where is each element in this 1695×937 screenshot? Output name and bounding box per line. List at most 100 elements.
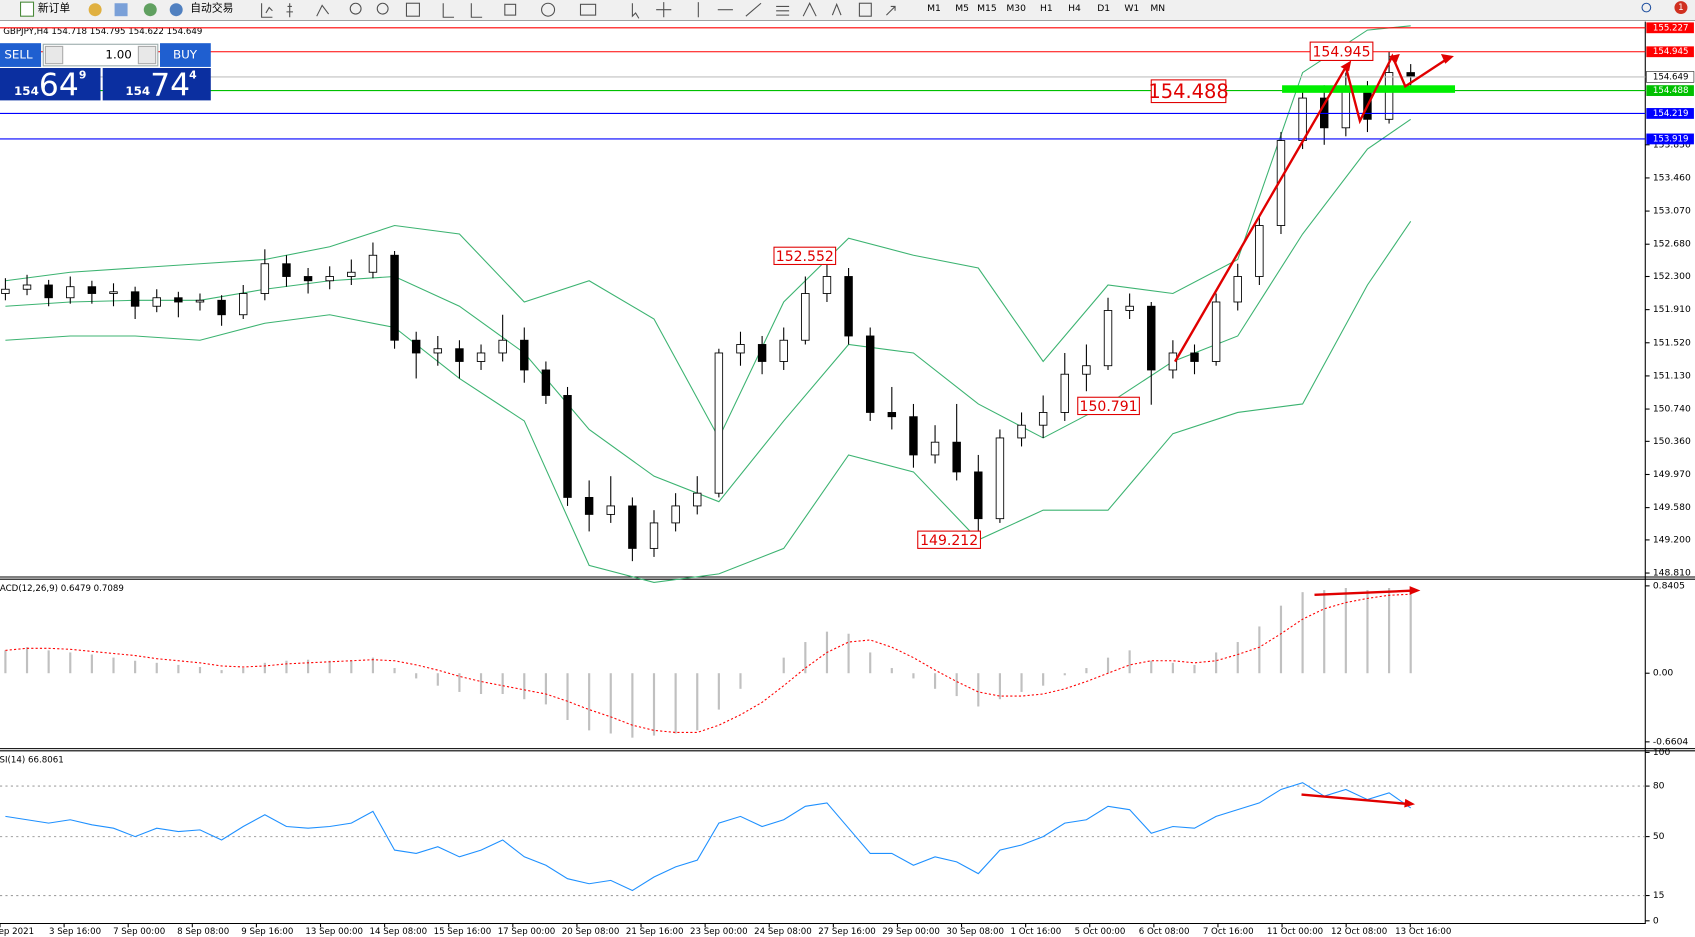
annotation-arrows xyxy=(1174,53,1448,806)
x-tick-label: 9 Sep 16:00 xyxy=(241,927,293,937)
macd-bar xyxy=(1387,588,1391,674)
plot-area: GBPJPY,H4 154.718 154.795 154.622 154.64… xyxy=(0,22,1695,937)
macd-bar xyxy=(912,673,915,679)
macd-bar xyxy=(155,662,158,674)
macd-bar xyxy=(1236,642,1239,674)
x-tick-label: 29 Sep 00:00 xyxy=(882,927,940,937)
timeframe-button[interactable]: W1 xyxy=(1124,3,1139,14)
auto-trading-button[interactable]: 自动交易 xyxy=(190,1,233,15)
x-tick-label: 12 Oct 08:00 xyxy=(1331,927,1387,937)
timeframe-button[interactable]: MN xyxy=(1150,3,1165,14)
candle-body xyxy=(87,286,97,294)
toolbar-icon[interactable] xyxy=(143,3,157,17)
x-tick-label: 5 Oct 00:00 xyxy=(1075,927,1126,937)
timeframe-button[interactable]: H4 xyxy=(1068,3,1081,14)
toolbar-icon[interactable] xyxy=(88,3,102,17)
level-axis-box xyxy=(1646,133,1694,145)
toolbar-icon[interactable] xyxy=(376,2,389,15)
toolbar-icon[interactable] xyxy=(631,3,640,19)
notification-badge[interactable] xyxy=(1674,1,1688,15)
candle-body xyxy=(347,271,356,277)
lot-up[interactable] xyxy=(137,45,157,65)
candle-body xyxy=(1255,225,1264,277)
rsi-arrow xyxy=(1301,793,1411,806)
candle-body xyxy=(1341,89,1351,129)
macd-bar xyxy=(847,633,850,674)
timeframe-button[interactable]: M1 xyxy=(927,3,941,14)
toolbar-icon[interactable] xyxy=(831,2,842,16)
macd-bar xyxy=(544,673,547,705)
candle-body xyxy=(411,339,421,354)
macd-bar xyxy=(588,673,591,731)
x-tick-label: 7 Sep 00:00 xyxy=(113,927,165,937)
timeframe-button[interactable]: M30 xyxy=(1006,3,1026,14)
macd-signal xyxy=(5,593,1411,733)
macd-bar xyxy=(998,673,1002,700)
new-order-icon[interactable] xyxy=(19,1,35,17)
candle-body xyxy=(1,288,10,294)
toolbar-icon[interactable] xyxy=(802,2,817,17)
toolbar-icon[interactable] xyxy=(316,4,330,17)
candle-body xyxy=(974,471,983,520)
toolbar-icon[interactable] xyxy=(470,3,483,18)
toolbar-icon[interactable] xyxy=(886,5,896,16)
macd-bar xyxy=(696,673,699,731)
macd-bar xyxy=(1128,650,1131,674)
toolbar-icon[interactable] xyxy=(286,3,293,18)
timeframe-button[interactable]: M15 xyxy=(977,3,997,14)
timeframe-button[interactable]: M5 xyxy=(955,3,969,14)
toolbar-icon[interactable] xyxy=(858,2,872,17)
y-tick-label: 151.130 xyxy=(1653,370,1691,381)
x-tick-label: 1 Oct 16:00 xyxy=(1011,927,1062,937)
annotation-label: 154.488 xyxy=(1148,80,1228,103)
macd-bar xyxy=(933,673,937,689)
candle-body xyxy=(1211,301,1221,362)
annotation-box xyxy=(1150,79,1227,104)
toolbar-icon[interactable] xyxy=(504,3,517,16)
toolbar-icon[interactable] xyxy=(349,2,362,15)
macd-bar xyxy=(307,659,310,674)
candle-body xyxy=(1406,72,1415,78)
macd-bar xyxy=(1258,626,1261,674)
toolbar-tools xyxy=(261,2,896,19)
toolbar-icon[interactable] xyxy=(541,2,556,17)
macd-bar xyxy=(1215,652,1218,674)
lot-down[interactable] xyxy=(44,45,64,65)
candle-body xyxy=(174,297,183,303)
buy-price-box[interactable] xyxy=(102,68,211,101)
toolbar-icon[interactable] xyxy=(114,3,128,17)
x-tick-label: 11 Oct 00:00 xyxy=(1267,927,1323,937)
toolbar-icon[interactable] xyxy=(579,3,597,16)
lot-input[interactable] xyxy=(42,43,159,67)
buy-price-small: 4 xyxy=(189,69,197,82)
candle-body xyxy=(606,505,615,515)
new-order-button[interactable]: 新订单 xyxy=(38,1,71,15)
y-tick-label: 153.460 xyxy=(1653,172,1691,183)
arrow-head xyxy=(1404,798,1416,808)
toolbar-icon[interactable] xyxy=(261,3,273,18)
toolbar-icon[interactable] xyxy=(442,3,455,18)
toolbar-icon[interactable] xyxy=(776,5,790,16)
candle-body xyxy=(952,441,961,473)
sell-price-box[interactable] xyxy=(0,68,101,101)
macd-bar xyxy=(242,668,245,674)
candle-body xyxy=(498,339,507,354)
arrow-head xyxy=(1409,586,1421,595)
toolbar-icon[interactable] xyxy=(405,2,420,17)
sell-price-small: 9 xyxy=(79,69,87,82)
toolbar-icon[interactable] xyxy=(656,2,672,18)
auto-trading-icon[interactable] xyxy=(169,3,183,17)
buy-button[interactable] xyxy=(159,43,211,67)
timeframe-button[interactable]: H1 xyxy=(1040,3,1053,14)
sell-button[interactable] xyxy=(0,43,42,67)
candle-body xyxy=(152,297,161,307)
timeframe-button[interactable]: D1 xyxy=(1097,3,1110,14)
candle-body xyxy=(1082,365,1091,375)
symbol-title: GBPJPY,H4 154.718 154.795 154.622 154.64… xyxy=(3,27,202,37)
search-icon[interactable] xyxy=(1641,2,1652,13)
toolbar-icon[interactable] xyxy=(745,2,762,17)
candle-body xyxy=(995,437,1005,520)
y-tick-label: 15 xyxy=(1653,890,1665,901)
y-tick-label: 150.740 xyxy=(1653,404,1691,415)
annotation-box xyxy=(1077,396,1140,416)
